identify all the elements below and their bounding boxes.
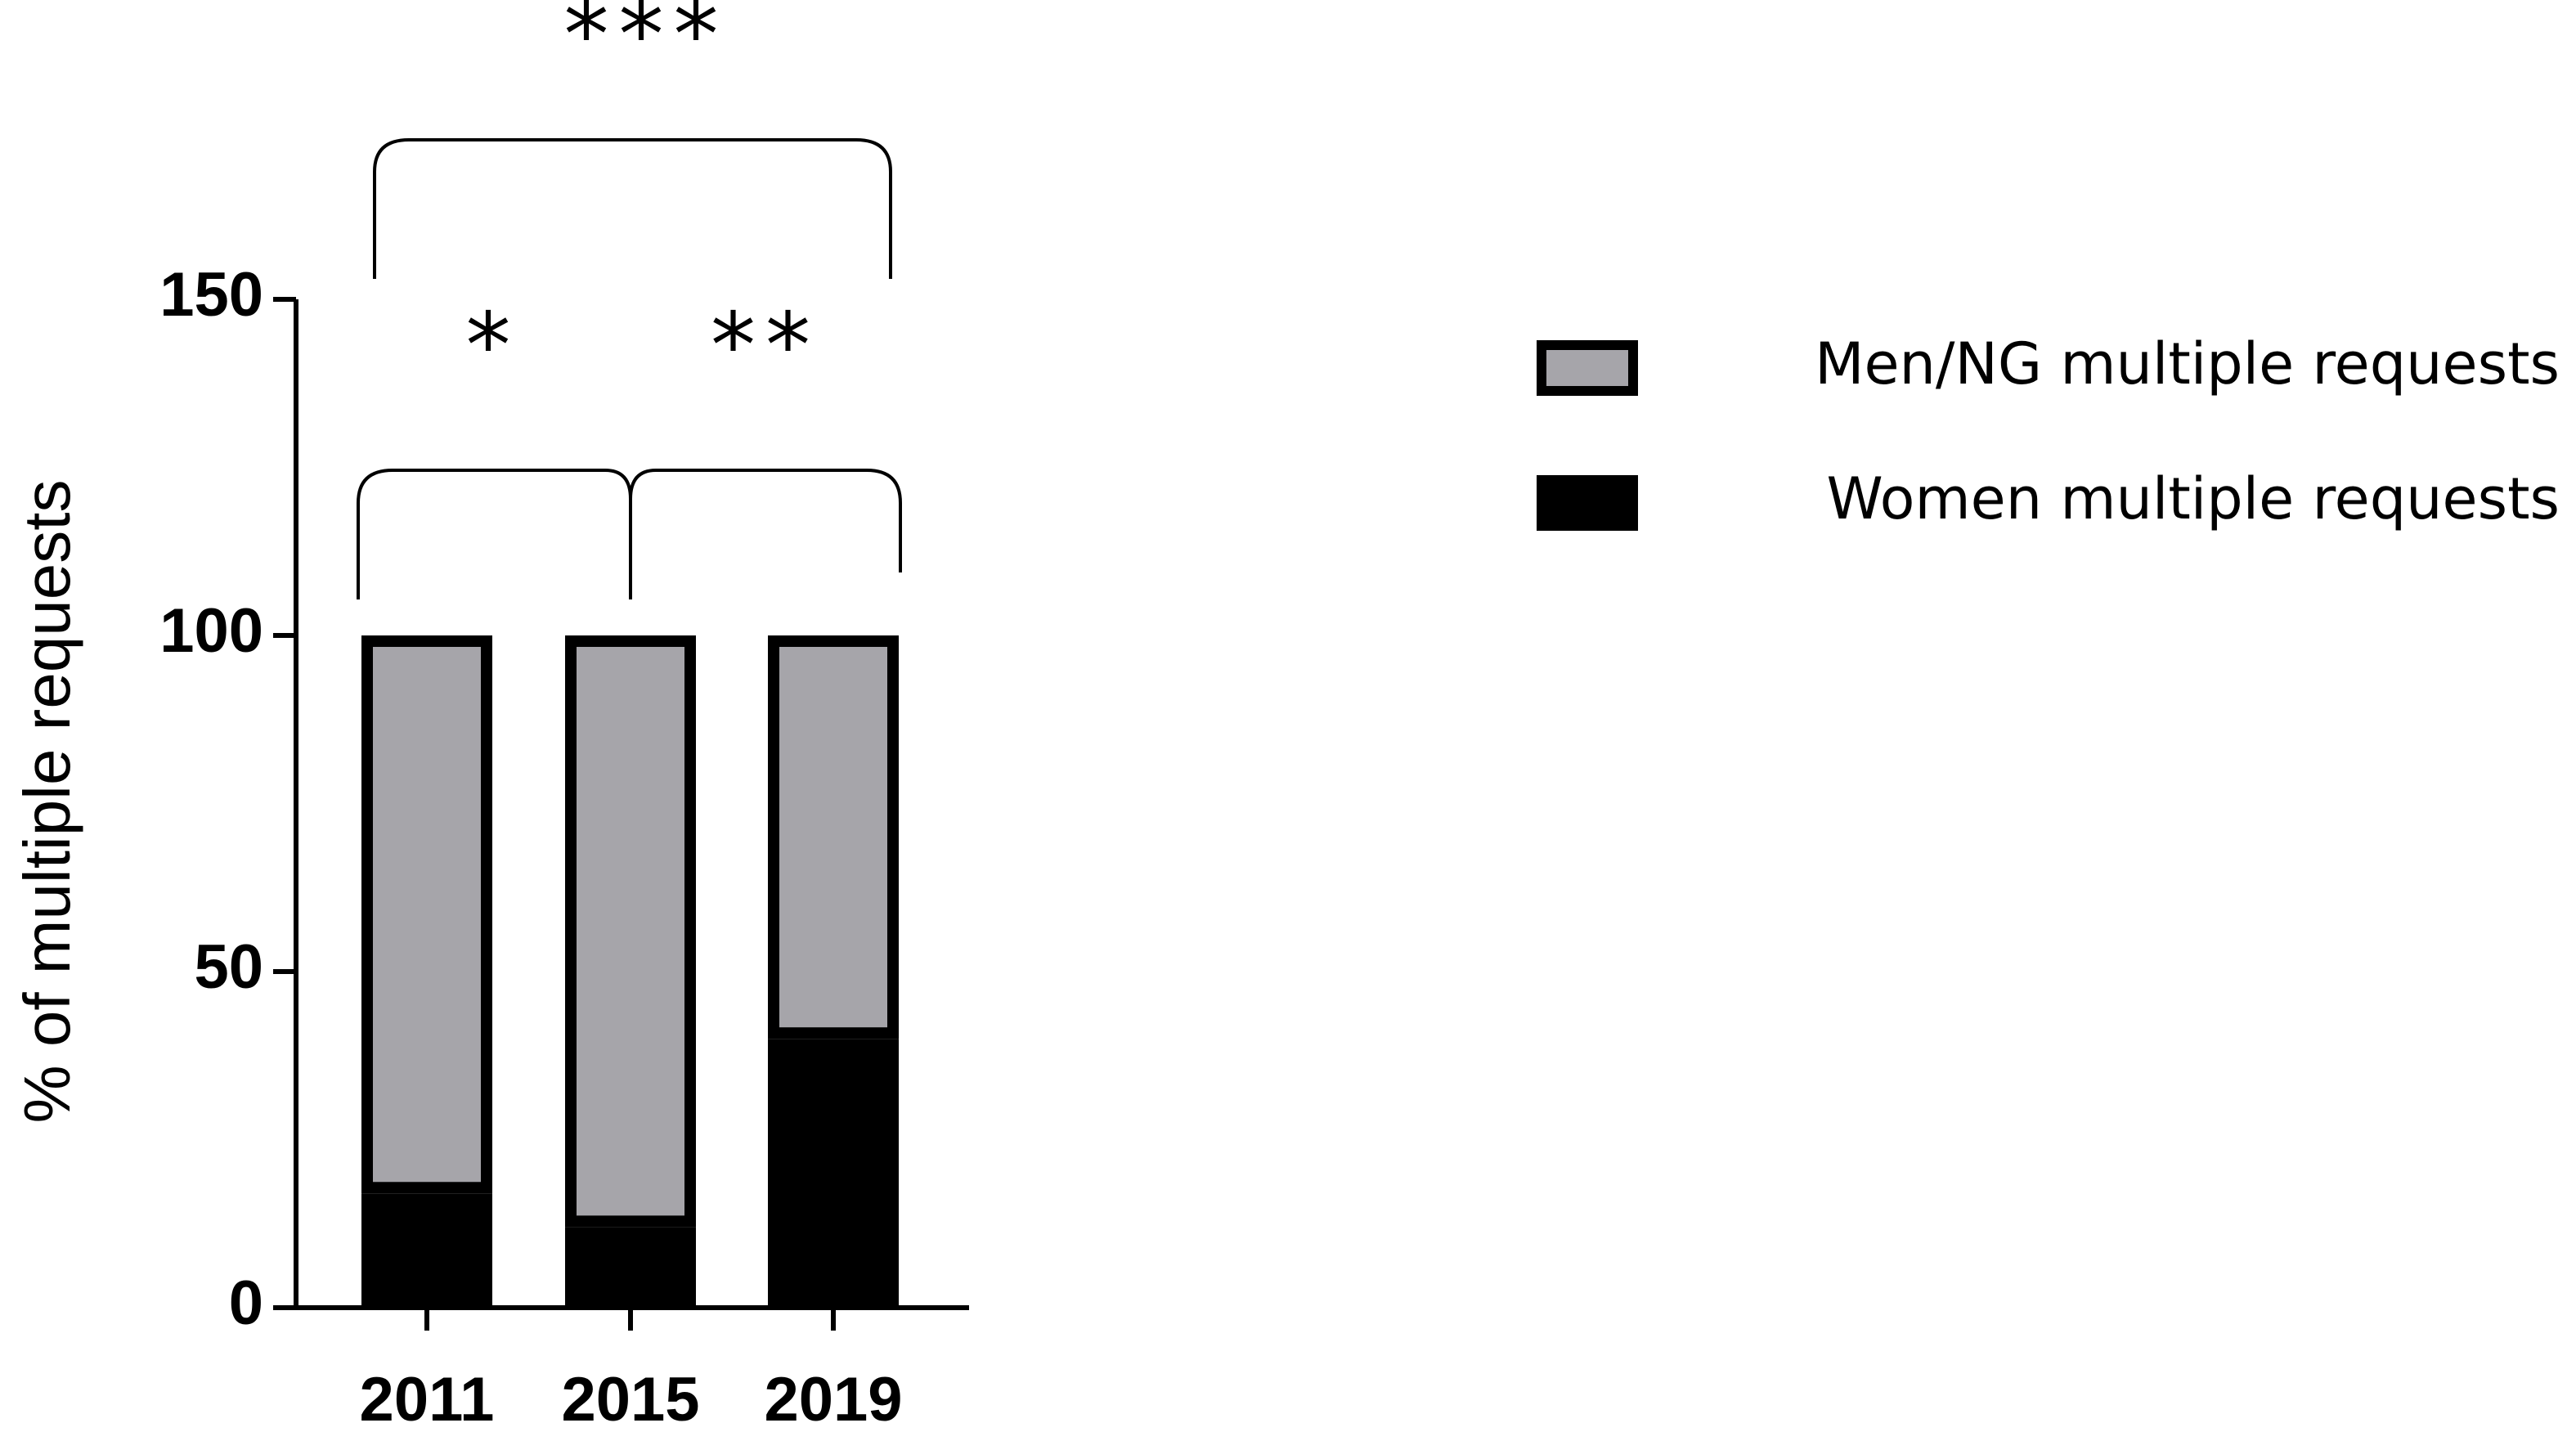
legend-swatch [1537,475,1638,531]
bar-segment [361,1193,492,1309]
significance-label: ** [711,293,820,397]
x-tick-label: 2011 [360,1365,495,1434]
significance-label: *** [564,0,729,87]
x-tick-label: 2019 [764,1365,902,1434]
legend-label: Men/NG multiple requests [1815,330,2560,397]
bar-segment [565,635,696,1228]
significance-label: * [466,293,521,397]
y-tick-label: 50 [194,932,263,1002]
y-tick-label: 0 [229,1268,263,1338]
bar-segment [768,635,899,1039]
legend-label: Women multiple requests [1827,465,2560,532]
bar-segment [768,1039,899,1308]
x-tick-label: 2015 [561,1365,699,1434]
y-tick-label: 150 [159,260,263,330]
y-axis-label: % of multiple requests [11,479,83,1123]
bar-segment [565,1227,696,1308]
legend-swatch [1537,340,1638,396]
y-tick-label: 100 [159,596,263,666]
significance-brackets [357,138,902,599]
bar-segment [361,635,492,1194]
